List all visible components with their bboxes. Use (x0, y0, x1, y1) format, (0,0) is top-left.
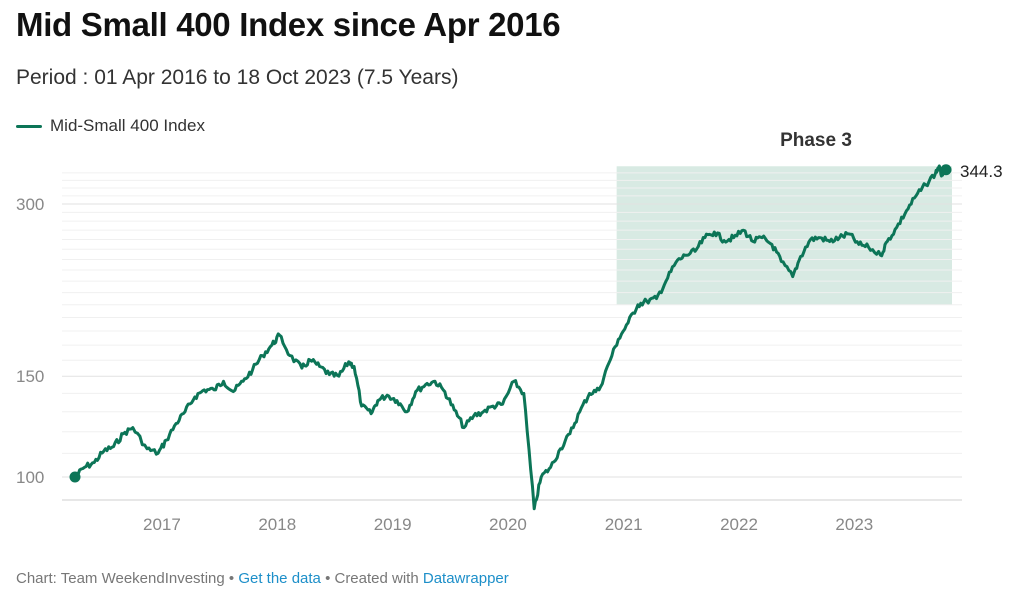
footer-created-with: • Created with (325, 570, 419, 587)
chart-footer: Chart: Team WeekendInvesting • Get the d… (16, 570, 509, 587)
end-value-label: 344.3 (960, 162, 1003, 181)
x-tick-label: 2020 (489, 515, 527, 534)
start-point (69, 471, 81, 483)
y-tick-label: 100 (16, 468, 44, 487)
x-tick-label: 2023 (835, 515, 873, 534)
x-tick-label: 2022 (720, 515, 758, 534)
get-data-link[interactable]: Get the data (238, 570, 321, 587)
series-line (73, 164, 947, 511)
legend-swatch (16, 124, 42, 128)
y-tick-label: 150 (16, 367, 44, 386)
phase-3-highlight (616, 166, 952, 305)
line-chart: 100 150 300 2017 2018 2019 2020 2021 2022 2023 344… (16, 130, 1003, 534)
phase-3-label: Phase 3 (780, 130, 852, 151)
chart-subtitle: Period : 01 Apr 2016 to 18 Oct 2023 (7.5… (16, 66, 459, 89)
x-tick-label: 2018 (258, 515, 296, 534)
legend: Mid-Small 400 Index (16, 116, 205, 136)
x-tick-label: 2019 (374, 515, 412, 534)
x-tick-label: 2021 (605, 515, 643, 534)
end-point (940, 164, 952, 176)
footer-credit: Chart: Team WeekendInvesting • (16, 570, 235, 587)
datawrapper-link[interactable]: Datawrapper (422, 570, 509, 587)
chart-title: Mid Small 400 Index since Apr 2016 (16, 6, 561, 43)
x-tick-label: 2017 (143, 515, 181, 534)
legend-label: Mid-Small 400 Index (50, 116, 205, 135)
y-tick-label: 300 (16, 195, 44, 214)
